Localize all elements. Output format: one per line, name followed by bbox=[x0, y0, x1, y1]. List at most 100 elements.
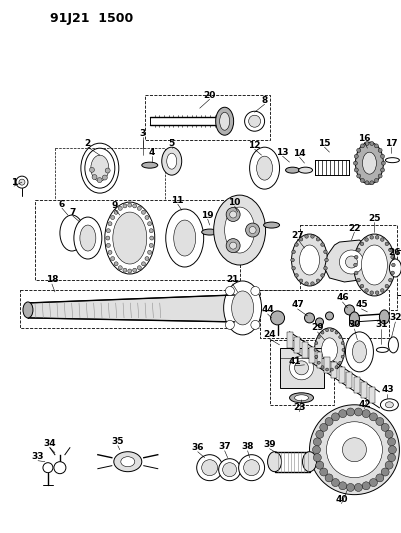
Circle shape bbox=[294, 361, 308, 375]
Circle shape bbox=[364, 141, 368, 146]
Circle shape bbox=[105, 168, 110, 173]
Circle shape bbox=[315, 461, 323, 469]
Ellipse shape bbox=[348, 312, 358, 326]
Text: 7: 7 bbox=[69, 207, 76, 216]
Text: 29: 29 bbox=[310, 324, 323, 333]
Circle shape bbox=[243, 459, 259, 475]
Circle shape bbox=[320, 243, 324, 246]
Text: 3: 3 bbox=[139, 128, 146, 138]
Circle shape bbox=[141, 262, 145, 266]
Circle shape bbox=[137, 266, 141, 270]
Circle shape bbox=[229, 242, 236, 249]
Circle shape bbox=[54, 462, 66, 474]
Text: 36: 36 bbox=[191, 443, 203, 452]
Text: 23: 23 bbox=[293, 403, 305, 413]
Circle shape bbox=[369, 236, 373, 239]
Circle shape bbox=[310, 235, 314, 238]
Circle shape bbox=[388, 278, 391, 282]
Circle shape bbox=[298, 238, 302, 241]
Text: 91J21  1500: 91J21 1500 bbox=[50, 12, 133, 25]
Text: 12: 12 bbox=[248, 141, 260, 150]
Text: 13: 13 bbox=[275, 148, 288, 157]
Circle shape bbox=[331, 413, 338, 421]
Circle shape bbox=[128, 203, 132, 207]
Circle shape bbox=[316, 279, 319, 282]
Circle shape bbox=[324, 258, 328, 262]
Ellipse shape bbox=[302, 451, 316, 472]
Circle shape bbox=[150, 236, 153, 240]
Circle shape bbox=[380, 468, 388, 476]
Circle shape bbox=[384, 430, 392, 438]
Circle shape bbox=[147, 222, 151, 226]
Circle shape bbox=[145, 256, 149, 261]
Circle shape bbox=[316, 336, 320, 338]
Bar bbox=[316, 352, 322, 368]
Circle shape bbox=[141, 211, 145, 214]
Text: 2: 2 bbox=[85, 139, 91, 148]
Circle shape bbox=[353, 168, 357, 172]
Circle shape bbox=[319, 423, 327, 431]
Circle shape bbox=[313, 349, 316, 351]
Circle shape bbox=[132, 204, 136, 208]
Circle shape bbox=[270, 311, 284, 325]
Circle shape bbox=[320, 366, 323, 369]
Circle shape bbox=[92, 175, 97, 180]
Circle shape bbox=[344, 256, 356, 268]
Ellipse shape bbox=[256, 156, 272, 180]
Ellipse shape bbox=[74, 217, 101, 259]
Ellipse shape bbox=[379, 399, 397, 411]
Ellipse shape bbox=[294, 395, 308, 401]
Ellipse shape bbox=[352, 234, 395, 296]
Bar bbox=[368, 387, 374, 403]
Circle shape bbox=[380, 168, 384, 172]
Circle shape bbox=[319, 468, 327, 476]
Circle shape bbox=[226, 207, 239, 222]
Text: 45: 45 bbox=[354, 301, 367, 310]
Bar bbox=[279, 348, 324, 388]
Circle shape bbox=[43, 463, 53, 473]
Circle shape bbox=[320, 273, 324, 277]
Circle shape bbox=[201, 459, 217, 475]
Text: 22: 22 bbox=[347, 223, 360, 232]
Circle shape bbox=[108, 222, 112, 226]
Circle shape bbox=[338, 336, 341, 338]
Circle shape bbox=[196, 455, 222, 481]
Text: 42: 42 bbox=[357, 400, 370, 409]
Circle shape bbox=[364, 181, 368, 185]
Text: 4: 4 bbox=[148, 148, 154, 157]
Bar bbox=[269, 340, 334, 405]
Text: 37: 37 bbox=[218, 442, 231, 451]
Circle shape bbox=[19, 179, 25, 185]
Text: 6: 6 bbox=[59, 199, 65, 208]
Text: 44: 44 bbox=[261, 305, 273, 314]
Circle shape bbox=[356, 248, 359, 252]
Circle shape bbox=[387, 438, 395, 446]
Circle shape bbox=[364, 289, 367, 292]
Circle shape bbox=[248, 115, 260, 127]
Ellipse shape bbox=[354, 142, 383, 184]
Circle shape bbox=[381, 161, 385, 165]
Circle shape bbox=[324, 417, 332, 425]
Circle shape bbox=[325, 329, 328, 332]
Bar bbox=[20, 290, 289, 328]
Circle shape bbox=[137, 206, 141, 211]
Text: 31: 31 bbox=[374, 320, 387, 329]
Text: 47: 47 bbox=[290, 301, 303, 310]
Circle shape bbox=[309, 405, 398, 495]
Circle shape bbox=[312, 454, 320, 462]
Circle shape bbox=[375, 474, 383, 482]
Text: 20: 20 bbox=[203, 91, 215, 100]
Ellipse shape bbox=[385, 402, 393, 408]
Circle shape bbox=[373, 179, 377, 182]
Circle shape bbox=[353, 263, 356, 267]
Text: 24: 24 bbox=[263, 330, 275, 340]
Ellipse shape bbox=[344, 332, 373, 372]
Circle shape bbox=[250, 320, 259, 329]
Circle shape bbox=[325, 368, 328, 371]
Circle shape bbox=[123, 268, 127, 272]
Circle shape bbox=[380, 238, 383, 241]
Bar bbox=[308, 347, 314, 363]
Bar bbox=[299, 225, 397, 310]
Circle shape bbox=[289, 356, 313, 380]
Text: 8: 8 bbox=[261, 96, 267, 105]
